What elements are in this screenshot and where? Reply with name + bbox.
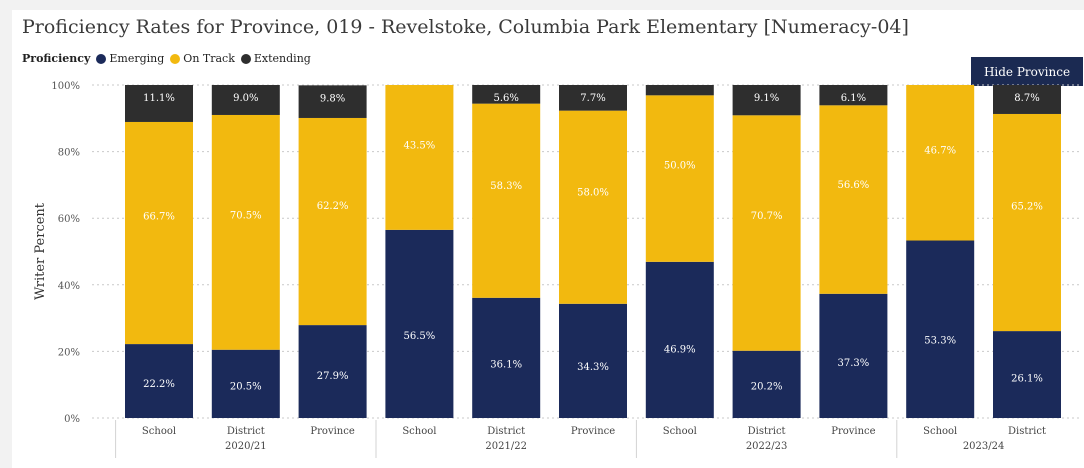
x-tick-label: Province	[310, 426, 354, 437]
bar-segment-extending	[125, 85, 193, 122]
bar-segment-emerging	[385, 229, 454, 418]
data-label: 8.7%	[1014, 93, 1039, 104]
legend: Proficiency Emerging On Track Extending	[22, 52, 317, 65]
data-label: 7.7%	[580, 93, 605, 104]
legend-title: Proficiency	[22, 52, 91, 65]
bar-segment-extending	[472, 85, 541, 104]
x-tick-label: District	[487, 426, 525, 437]
data-label: 20.2%	[751, 382, 783, 393]
x-tick-label: District	[748, 426, 786, 437]
bar-segment-emerging	[993, 331, 1061, 418]
bar-segment-on-track	[125, 121, 193, 345]
y-tick-label: 100%	[51, 81, 80, 92]
bar-segment-on-track	[211, 114, 280, 350]
x-tick-label: Province	[831, 426, 875, 437]
x-group-label: 2022/23	[746, 441, 788, 452]
data-label: 5.6%	[493, 93, 518, 104]
bar-segment-emerging	[559, 303, 627, 418]
data-label: 56.6%	[838, 180, 870, 191]
data-label: 58.0%	[577, 188, 609, 199]
y-tick-label: 60%	[58, 214, 80, 225]
bar-segment-extending	[645, 85, 714, 96]
data-label: 6.1%	[841, 93, 866, 104]
y-axis-title: Writer Percent	[33, 202, 48, 300]
x-group-label: 2021/22	[485, 441, 527, 452]
data-label: 66.7%	[143, 212, 175, 223]
x-tick-label: Province	[571, 426, 615, 437]
bar-segment-on-track	[298, 117, 367, 326]
bar-segment-on-track	[906, 85, 975, 241]
data-label: 43.5%	[404, 141, 436, 152]
data-label: 36.1%	[490, 360, 522, 371]
y-tick-label: 0%	[64, 414, 80, 425]
legend-dot-extending	[240, 53, 251, 64]
data-label: 9.1%	[754, 93, 779, 104]
bar-segment-emerging	[211, 349, 280, 418]
data-label: 20.5%	[230, 381, 262, 392]
x-tick-label: School	[663, 426, 697, 437]
bar-segment-extending	[819, 85, 888, 106]
bar-segment-emerging	[819, 293, 888, 418]
bar-segment-on-track	[732, 115, 801, 351]
bar-segment-extending	[993, 85, 1061, 114]
data-label: 58.3%	[490, 181, 522, 192]
bar-segment-emerging	[906, 240, 975, 418]
data-label: 70.7%	[751, 211, 783, 222]
bar-segment-emerging	[732, 350, 801, 418]
legend-item-emerging[interactable]: Emerging	[96, 52, 164, 65]
chart-title: Proficiency Rates for Province, 019 - Re…	[22, 16, 909, 38]
bar-segment-on-track	[645, 95, 714, 262]
legend-label-emerging: Emerging	[109, 52, 165, 65]
y-tick-label: 40%	[58, 281, 80, 292]
data-label: 27.9%	[317, 371, 349, 382]
data-label: 22.2%	[143, 379, 175, 390]
bar-segment-on-track	[385, 85, 454, 230]
x-tick-label: School	[402, 426, 436, 437]
legend-dot-on-track	[170, 53, 181, 64]
x-group-label: 2023/24	[963, 441, 1005, 452]
data-label: 11.1%	[143, 93, 175, 104]
legend-label-extending: Extending	[253, 52, 311, 65]
bar-segment-on-track	[559, 110, 627, 304]
x-tick-label: District	[227, 426, 265, 437]
x-tick-label: District	[1008, 426, 1046, 437]
data-label: 53.3%	[924, 335, 956, 346]
y-tick-label: 20%	[58, 347, 80, 358]
bar-segment-extending	[211, 85, 280, 115]
bar-segment-on-track	[993, 113, 1061, 332]
hide-province-button[interactable]: Hide Province	[971, 57, 1083, 86]
bar-segment-emerging	[472, 297, 541, 418]
x-tick-label: School	[142, 426, 176, 437]
data-label: 62.2%	[317, 201, 349, 212]
data-label: 37.3%	[838, 358, 870, 369]
data-label: 50.0%	[664, 161, 696, 172]
bar-segment-emerging	[298, 325, 367, 418]
data-label: 9.8%	[320, 93, 345, 104]
bar-segment-on-track	[472, 103, 541, 298]
x-group-label: 2020/21	[225, 441, 267, 452]
legend-item-on-track[interactable]: On Track	[170, 52, 235, 65]
legend-item-extending[interactable]: Extending	[240, 52, 311, 65]
x-tick-label: School	[923, 426, 957, 437]
bar-segment-emerging	[125, 344, 193, 418]
data-label: 34.3%	[577, 362, 609, 373]
data-label: 65.2%	[1011, 202, 1043, 213]
bar-segment-extending	[732, 85, 801, 116]
data-label: 70.5%	[230, 210, 262, 221]
y-tick-label: 80%	[58, 148, 80, 159]
bar-segment-on-track	[819, 105, 888, 294]
data-label: 9.0%	[233, 93, 258, 104]
data-label: 26.1%	[1011, 373, 1043, 384]
data-label: 46.7%	[924, 145, 956, 156]
bar-segment-extending	[559, 85, 627, 111]
data-label: 56.5%	[404, 331, 436, 342]
data-label: 46.9%	[664, 344, 696, 355]
bar-segment-extending	[298, 85, 367, 118]
bar-segment-emerging	[645, 261, 714, 418]
legend-dot-emerging	[96, 53, 107, 64]
legend-label-on-track: On Track	[183, 52, 235, 65]
